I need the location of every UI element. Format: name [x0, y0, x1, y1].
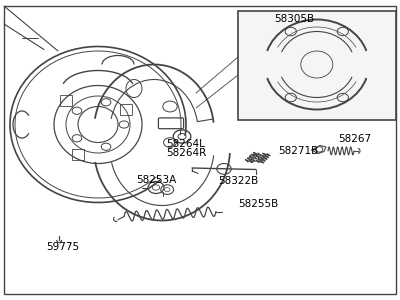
- Text: 58267: 58267: [338, 134, 371, 145]
- Text: 58264L: 58264L: [166, 139, 205, 149]
- Text: 58305B: 58305B: [274, 14, 314, 25]
- Text: 58322B: 58322B: [218, 176, 258, 187]
- Text: 58253A: 58253A: [136, 175, 176, 185]
- Bar: [72, 149, 84, 160]
- Text: 58264R: 58264R: [166, 148, 206, 158]
- Text: 58271B: 58271B: [278, 146, 318, 157]
- Text: 58255B: 58255B: [238, 199, 278, 209]
- Bar: [120, 104, 132, 115]
- Text: 59775: 59775: [46, 242, 79, 253]
- Bar: [238, 11, 396, 120]
- Bar: [60, 95, 72, 106]
